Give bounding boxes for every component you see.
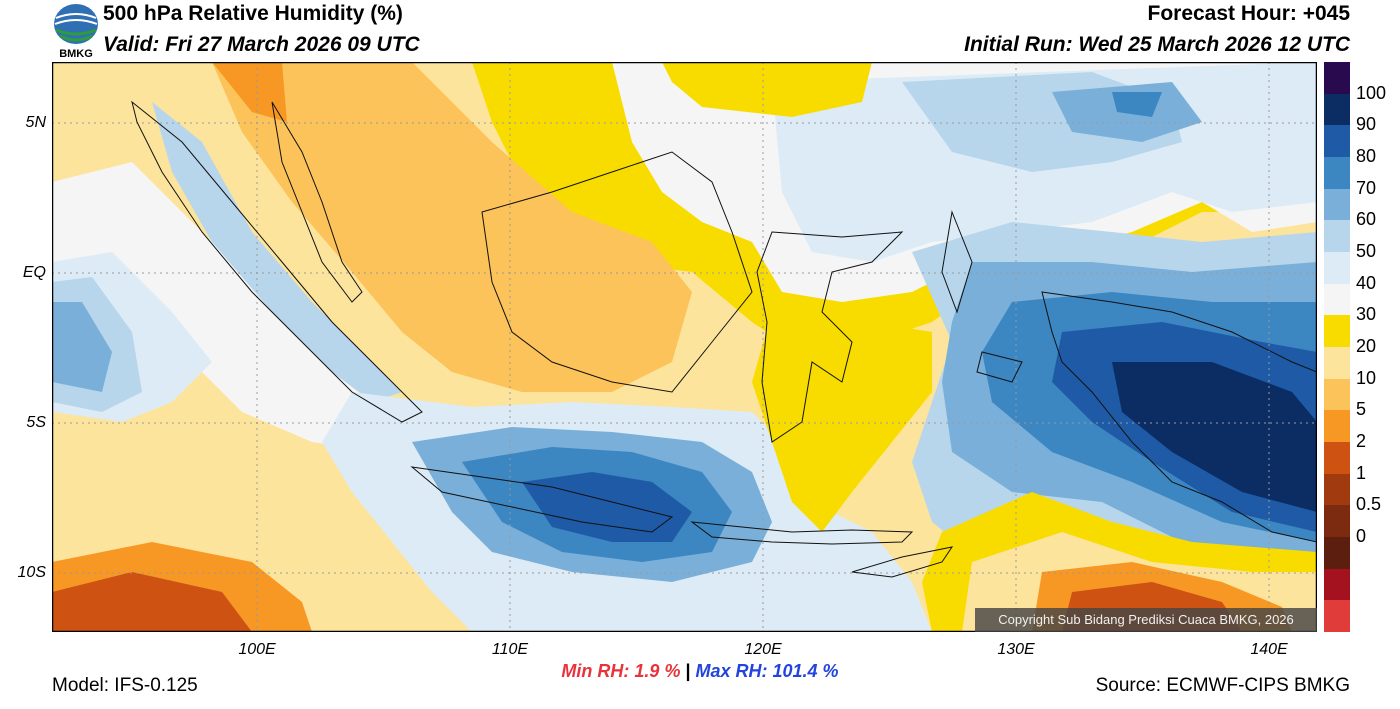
max-rh-value: 101.4 % [772,661,839,681]
lon-label-100e: 100E [238,641,276,658]
colorbar-label: 80 [1356,146,1377,166]
java-coast [410,466,674,533]
rh-field-90-northeast [1112,92,1162,117]
papua-coast [1041,291,1317,543]
lat-label-eq: EQ [22,264,46,281]
colorbar-label: 30 [1356,304,1377,325]
rh-field-40-sulawesi [752,312,932,532]
colorbar-segment [1324,252,1350,285]
colorbar-label: 0 [1356,526,1367,546]
stats-separator: | [685,661,696,681]
maluku-coast [941,210,1023,383]
colorbar [1324,62,1350,633]
lat-label-10s: 10S [17,564,46,581]
rh-field-10-northwest [212,62,287,122]
logo-text: BMKG [59,48,93,60]
colorbar-label: 40 [1356,272,1377,293]
min-rh-value: 1.9 % [634,661,686,681]
model-label: Model: IFS-0.125 [52,675,198,696]
humidity-field [52,62,1317,632]
colorbar-label: 50 [1356,241,1377,261]
malay-peninsula-coast [271,101,363,303]
colorbar-segment [1324,283,1350,316]
colorbar-label: 1 [1356,462,1367,483]
forecast-hour: Forecast Hour: +045 [1147,2,1351,25]
colorbar-segment [1324,568,1350,601]
copyright-notice: Copyright Sub Bidang Prediksi Cuaca BMKG… [975,608,1317,632]
colorbar-segment [1324,378,1350,411]
graticule [52,62,1317,632]
colorbar-segment [1324,188,1350,221]
colorbar-segment [1324,93,1350,126]
rh-field-100-east [1112,362,1317,512]
colorbar-label: 0.5 [1356,494,1382,515]
rh-field-5-southwest [52,572,252,632]
colorbar-label: 10 [1356,367,1377,388]
rh-field-80-west [52,302,112,392]
colorbar-label: 2 [1356,431,1367,451]
sumatra-coast [131,100,423,423]
rh-field-40-top [662,62,872,117]
colorbar-segment [1324,600,1350,633]
rh-field-90-south [522,472,692,542]
max-rh-label: Max RH: [695,661,773,681]
coastlines [131,100,1317,578]
colorbar-segment [1324,157,1350,190]
sulawesi-coast [756,231,904,443]
map-frame [52,62,1317,632]
humidity-map: Copyright Sub Bidang Prediksi Cuaca BMKG… [52,62,1317,632]
colorbar-segment [1324,220,1350,253]
min-max-readout: Min RH: 1.9 % | Max RH: 101.4 % [0,661,1400,682]
bali-nusa-coast [690,521,914,545]
colorbar-segment [1324,315,1350,348]
valid-time: Valid: Fri 27 March 2026 09 UTC [103,33,420,56]
colorbar-segment [1324,347,1350,380]
lat-label-5s: 5S [26,414,46,431]
timor-coast [851,546,954,578]
lon-label-130e: 130E [997,641,1035,658]
colorbar-segment [1324,473,1350,506]
colorbar-segment [1324,125,1350,158]
colorbar-segment [1324,442,1350,475]
map-title: 500 hPa Relative Humidity (%) [103,2,403,25]
colorbar-segment [1324,537,1350,570]
colorbar-segment [1324,410,1350,443]
rh-field-50-west [52,162,392,452]
source-label: Source: ECMWF-CIPS BMKG [1095,675,1350,696]
lon-label-140e: 140E [1250,641,1288,658]
rh-field-20-central [212,62,692,392]
colorbar-label: 100 [1356,82,1387,103]
rh-field-60-sumatra [152,102,402,402]
bmkg-logo: BMKG [52,2,100,60]
min-rh-label: Min RH: [561,661,630,681]
lat-label-5n: 5N [25,114,46,131]
colorbar-segment [1324,505,1350,538]
colorbar-label: 60 [1356,209,1377,230]
colorbar-label: 90 [1356,114,1377,135]
colorbar-label: 70 [1356,177,1377,198]
lon-label-110e: 110E [491,641,529,658]
colorbar-label: 20 [1356,336,1377,356]
lon-label-120e: 120E [744,641,782,658]
borneo-coast [481,151,753,393]
initial-run: Initial Run: Wed 25 March 2026 12 UTC [964,33,1350,56]
colorbar-segment [1324,62,1350,95]
colorbar-label: 5 [1356,399,1367,420]
